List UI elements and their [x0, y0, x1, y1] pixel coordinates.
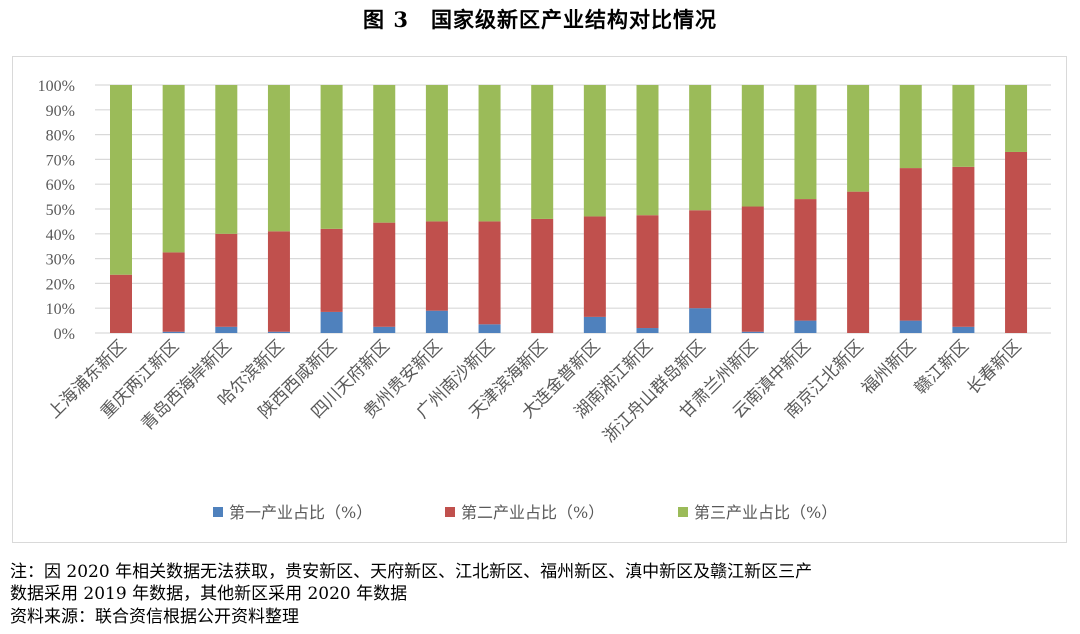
- legend-swatch: [213, 507, 223, 517]
- bar-segment-3: [1005, 85, 1028, 152]
- bar-segment-1: [267, 331, 290, 333]
- bar-segment-3: [531, 85, 554, 219]
- legend-label: 第三产业占比（%）: [694, 503, 837, 522]
- bar-segment-3: [583, 85, 606, 217]
- x-tick-label: 长春新区: [963, 336, 1025, 398]
- x-tick-label: 青岛西海岸新区: [138, 336, 236, 434]
- x-tick-label: 赣江新区: [911, 336, 973, 398]
- bar-segment-3: [636, 85, 659, 216]
- bar-segment-1: [162, 331, 185, 333]
- bar-segment-1: [320, 311, 343, 333]
- bar-segment-1: [636, 328, 659, 333]
- bar-segment-1: [952, 326, 975, 333]
- y-tick-label: 30%: [46, 252, 75, 269]
- bar-segment-3: [847, 85, 870, 192]
- bar-segment-1: [215, 326, 238, 333]
- bar-segment-2: [267, 231, 290, 332]
- bar-segment-3: [952, 85, 975, 167]
- bar-segment-2: [425, 221, 448, 311]
- bar-segment-2: [373, 222, 396, 327]
- bar-segment-1: [689, 308, 712, 333]
- y-tick-label: 0%: [54, 326, 75, 343]
- y-tick-label: 70%: [46, 152, 75, 169]
- bar-segment-2: [215, 233, 238, 327]
- legend-swatch: [678, 507, 688, 517]
- bar-segment-3: [478, 85, 501, 222]
- bar-segment-2: [320, 228, 343, 312]
- stacked-bar-chart: 0%10%20%30%40%50%60%70%80%90%100%上海浦东新区重…: [38, 78, 1051, 522]
- y-tick-label: 100%: [38, 78, 75, 95]
- bar-segment-3: [162, 85, 185, 253]
- bar-segment-2: [952, 166, 975, 327]
- y-tick-label: 10%: [46, 301, 75, 318]
- bar-segment-3: [794, 85, 817, 200]
- bar-segment-1: [741, 331, 764, 333]
- y-tick-label: 80%: [46, 128, 75, 145]
- chart-frame: 0% 10% 20% 30% 40% 50% 60% 70% 80% 90% 100% 上海浦东新区重…: [12, 56, 1067, 543]
- legend-label: 第一产业占比（%）: [229, 503, 372, 522]
- y-tick-label: 60%: [46, 177, 75, 194]
- note-line-2: 数据采用 2019 年数据，其他新区采用 2020 年数据: [10, 584, 408, 604]
- bar-segment-2: [794, 199, 817, 321]
- bar-segment-3: [689, 85, 712, 211]
- bar-segment-3: [425, 85, 448, 222]
- bar-segment-1: [899, 320, 922, 333]
- bar-segment-3: [267, 85, 290, 232]
- y-tick-label: 40%: [46, 227, 75, 244]
- bar-segment-3: [320, 85, 343, 229]
- bar-segment-2: [531, 218, 554, 333]
- bar-segment-1: [425, 310, 448, 333]
- y-tick-label: 20%: [46, 276, 75, 293]
- x-tick-label: 福州新区: [858, 336, 920, 398]
- bar-segment-1: [373, 326, 396, 333]
- bar-segment-2: [478, 221, 501, 325]
- bar-segment-3: [741, 85, 764, 207]
- note-line-1: 注：因 2020 年相关数据无法获取，贵安新区、天府新区、江北新区、福州新区、滇…: [10, 562, 813, 582]
- bar-segment-2: [110, 274, 132, 333]
- bar-segment-3: [899, 85, 922, 169]
- bar-segment-1: [583, 316, 606, 333]
- bar-segment-1: [478, 324, 501, 333]
- bar-segment-2: [847, 191, 870, 333]
- legend-swatch: [445, 507, 455, 517]
- bar-segment-2: [583, 216, 606, 317]
- y-tick-label: 50%: [46, 202, 75, 219]
- bar-segment-2: [741, 206, 764, 332]
- bar-segment-2: [899, 168, 922, 321]
- bar-segment-2: [1005, 151, 1028, 333]
- bar-segment-2: [689, 210, 712, 309]
- legend-label: 第二产业占比（%）: [461, 503, 604, 522]
- bar-segment-3: [215, 85, 238, 234]
- source-note: 资料来源：联合资信根据公开资料整理: [10, 607, 299, 627]
- bar-segment-2: [636, 215, 659, 329]
- y-tick-label: 90%: [46, 103, 75, 120]
- bar-segment-1: [794, 320, 817, 333]
- bar-segment-3: [373, 85, 396, 223]
- figure-title: 图 3 国家级新区产业结构对比情况: [363, 7, 717, 32]
- bar-segment-3: [110, 85, 132, 275]
- bar-segment-2: [162, 252, 185, 332]
